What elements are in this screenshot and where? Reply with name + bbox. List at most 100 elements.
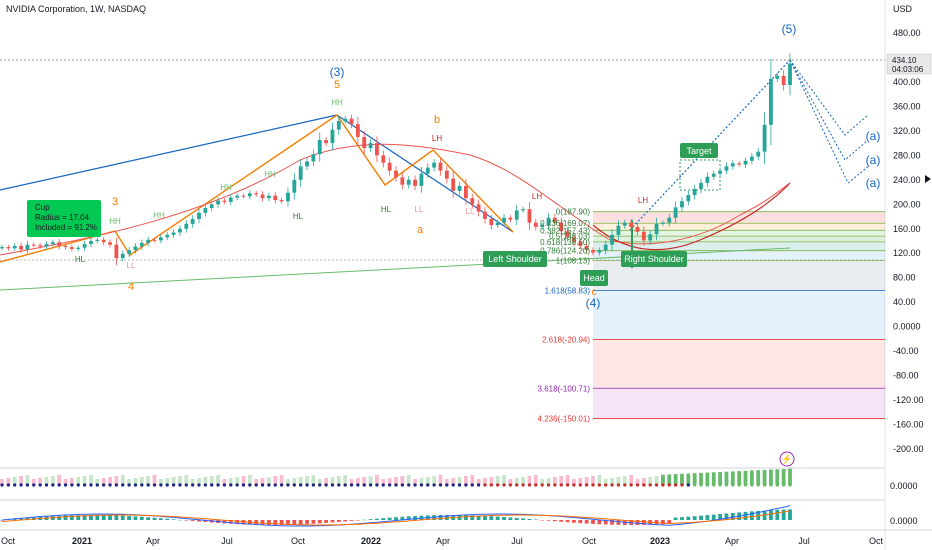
candle-body [654, 223, 659, 235]
macd-histogram-bar [749, 511, 754, 520]
candle-body [578, 242, 583, 246]
momentum-dot [95, 483, 99, 487]
svg-text:Included = 91.2%: Included = 91.2% [35, 223, 97, 232]
candle-body [470, 198, 475, 205]
momentum-dot [661, 483, 665, 487]
price-axis-arrow-icon[interactable] [925, 175, 931, 183]
y-tick-label: 360.00 [893, 101, 921, 111]
hh-label-4: HH [220, 183, 232, 192]
candle-body [508, 217, 513, 220]
momentum-bar [432, 476, 437, 485]
momentum-dot [349, 483, 354, 487]
momentum-dot [489, 483, 493, 487]
candle-body [438, 162, 443, 171]
momentum-dot [705, 483, 709, 487]
future-path-3[interactable] [789, 59, 871, 184]
momentum-bar [667, 474, 672, 485]
momentum-dot [248, 483, 252, 487]
fib-level-label: 0(187.90) [556, 208, 591, 217]
macd-histogram-bar [184, 520, 189, 521]
y-tick-label: -200.00 [893, 444, 924, 454]
macd-histogram-bar [603, 520, 608, 525]
fib-level-label: 3.618(-100.71) [538, 384, 591, 393]
macd-histogram-bar [165, 518, 170, 520]
macd-histogram-bar [57, 515, 62, 520]
candle-body [400, 177, 405, 185]
candle-body [495, 222, 500, 226]
candle-body [57, 242, 62, 246]
candle-body [622, 222, 627, 226]
candle-body [457, 185, 462, 191]
momentum-dot [769, 483, 773, 487]
hl-label-3: HL [381, 205, 392, 214]
momentum-bar [495, 476, 500, 485]
momentum-dot [235, 483, 239, 487]
x-tick-label: 2021 [72, 536, 92, 546]
momentum-dot [756, 483, 760, 487]
momentum-dot [654, 483, 659, 487]
momentum-bar [565, 475, 570, 485]
macd-histogram-bar [368, 519, 373, 520]
momentum-dot [629, 483, 633, 487]
candle-body [203, 207, 208, 213]
momentum-dot [407, 483, 411, 487]
trendline-blue-upper[interactable] [0, 114, 338, 191]
momentum-bar [69, 478, 74, 485]
momentum-dot [159, 483, 163, 487]
target-projection-box[interactable] [679, 159, 721, 191]
momentum-bar [451, 478, 456, 485]
wave-label-a: a [417, 224, 424, 236]
momentum-dot [171, 483, 176, 487]
macd-histogram-bar [699, 515, 703, 520]
wave-label-c: c [592, 287, 597, 298]
momentum-bar [362, 477, 367, 485]
moving-average-red [0, 143, 791, 256]
momentum-dot [254, 483, 258, 487]
momentum-bar [502, 475, 506, 485]
momentum-dot [0, 483, 4, 487]
candle-body [718, 170, 723, 174]
momentum-bar [470, 475, 475, 485]
candle-body [781, 75, 786, 85]
momentum-dot [445, 483, 449, 487]
momentum-bar [648, 477, 653, 485]
momentum-dot [400, 483, 404, 487]
macd-histogram-bar [406, 516, 411, 520]
macd-histogram-bar [197, 520, 201, 522]
cup-arc[interactable] [592, 182, 791, 251]
momentum-dot [273, 483, 277, 487]
macd-histogram-bar [578, 520, 583, 524]
candle-body [381, 155, 386, 163]
momentum-bar [273, 476, 278, 485]
momentum-dot [388, 483, 392, 487]
momentum-bar [419, 478, 424, 485]
momentum-bar [737, 471, 742, 485]
momentum-dot [686, 483, 690, 487]
macd-histogram-bar [514, 517, 519, 520]
candle-body [743, 160, 748, 165]
lightning-icon[interactable]: ⚡ [779, 451, 795, 467]
momentum-bar [260, 478, 265, 485]
momentum-bar [572, 479, 576, 485]
candle-body [521, 209, 526, 211]
macd-histogram-bar [381, 518, 386, 520]
future-path-1[interactable] [789, 59, 869, 136]
macd-histogram-bar [673, 517, 678, 520]
momentum-bar [552, 477, 557, 485]
momentum-bar [610, 478, 614, 485]
momentum-bar [444, 479, 449, 485]
momentum-dot [591, 483, 595, 487]
y-tick-label: 120.00 [893, 248, 921, 258]
lh-label-2: LH [532, 192, 542, 201]
momentum-dot [502, 483, 506, 487]
x-tick-label: 2023 [650, 536, 670, 546]
price-axis[interactable] [885, 0, 932, 550]
macd-histogram-bar [355, 520, 360, 521]
momentum-dot [25, 483, 30, 487]
macd-histogram-bar [705, 515, 710, 520]
macd-histogram-bar [279, 520, 284, 525]
svg-text:Cup: Cup [35, 203, 50, 212]
hh-label-5: HH [264, 170, 276, 179]
momentum-dot [343, 483, 347, 487]
